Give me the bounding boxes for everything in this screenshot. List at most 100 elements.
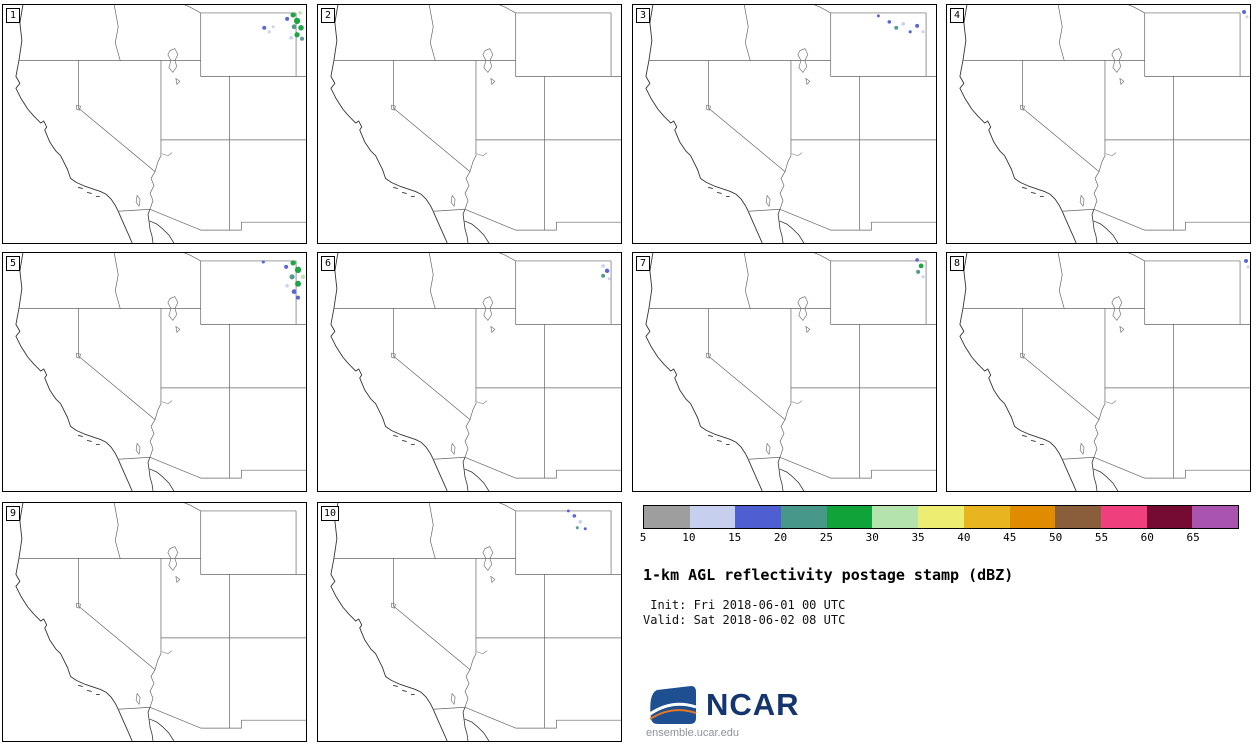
colorbar-tick-label: 5 [639, 531, 647, 544]
reflectivity-echoes [1244, 258, 1250, 269]
colorbar-swatches [643, 505, 1239, 529]
echo-blob [291, 24, 297, 30]
echo-blob [289, 35, 293, 40]
member-number-label: 2 [321, 8, 335, 23]
ensemble-member-panel: 4 [946, 4, 1251, 244]
colorbar-tick-label: 55 [1094, 531, 1109, 544]
branding-block: NCAR ensemble.ucar.edu [646, 684, 800, 739]
echo-blob [1246, 265, 1250, 269]
colorbar-tick-label: 50 [1048, 531, 1063, 544]
colorbar-segment [781, 506, 827, 528]
member-basemap [15, 503, 306, 741]
member-basemap [15, 5, 306, 243]
colorbar-ticks: 5 10 15 20 25 30 35 40 45 50 55 60 65 [639, 531, 1239, 545]
valid-time-line: Valid: Sat 2018-06-02 08 UTC [643, 613, 846, 627]
member-number-label: 3 [636, 8, 650, 23]
reflectivity-echoes [566, 509, 587, 531]
echo-blob [1244, 258, 1249, 263]
colorbar-tick-label: 65 [1186, 531, 1200, 544]
echo-blob [285, 283, 289, 288]
echo-blob [271, 25, 275, 29]
echo-blob [267, 30, 271, 34]
echo-blob [887, 20, 892, 24]
colorbar-segment [1192, 506, 1238, 528]
reflectivity-echoes [261, 260, 306, 300]
member-basemap [330, 503, 621, 741]
colorbar-segment [689, 506, 736, 528]
member-number-label: 4 [950, 8, 964, 23]
echo-blob [604, 268, 610, 274]
colorbar-segment [826, 506, 873, 528]
ensemble-member-panel: 5 [2, 252, 307, 492]
echo-blob [262, 25, 267, 30]
echo-blob [1245, 15, 1249, 19]
echo-blob [294, 266, 302, 274]
echo-blob [296, 295, 301, 300]
echo-blob [290, 260, 296, 266]
echo-blob [901, 22, 906, 26]
ensemble-member-panel: 7 [632, 252, 937, 492]
echo-blob [289, 274, 295, 280]
colorbar-segment [644, 506, 690, 528]
echo-blob [916, 269, 921, 274]
echo-blob [876, 14, 880, 18]
ensemble-member-panel: 10 [317, 502, 622, 742]
plot-title: 1-km AGL reflectivity postage stamp (dBZ… [643, 566, 1014, 584]
echo-blob [572, 514, 577, 518]
ncar-logo-icon [649, 686, 697, 724]
echo-blob [290, 12, 296, 18]
echo-blob [578, 520, 583, 524]
echo-blob [284, 264, 289, 269]
reflectivity-echoes [876, 14, 925, 34]
colorbar-segment [1100, 506, 1147, 528]
echo-blob [915, 258, 919, 262]
ensemble-member-panel: 9 [2, 502, 307, 742]
member-number-label: 6 [321, 256, 335, 271]
colorbar-segment [918, 506, 964, 528]
colorbar-segment [963, 506, 1010, 528]
echo-blob [607, 277, 611, 281]
colorbar-tick-label: 25 [819, 531, 833, 544]
member-basemap [959, 253, 1250, 491]
echo-blob [894, 25, 899, 30]
echo-blob [300, 36, 305, 41]
member-basemap [959, 5, 1250, 243]
echo-blob [293, 17, 301, 25]
echo-blob [291, 289, 297, 295]
echo-blob [915, 23, 920, 28]
reflectivity-echoes [1242, 9, 1249, 19]
ensemble-member-panel: 1 [2, 4, 307, 244]
colorbar-segment [1146, 506, 1193, 528]
colorbar-segment [1055, 506, 1101, 528]
echo-blob [583, 527, 587, 531]
plot-caption: 1-km AGL reflectivity postage stamp (dBZ… [643, 566, 1013, 628]
ensemble-member-panel: 8 [946, 252, 1251, 492]
echo-blob [298, 25, 304, 31]
colorbar-tick-label: 10 [682, 531, 696, 544]
ensemble-member-panel: 3 [632, 4, 937, 244]
member-basemap [645, 5, 936, 243]
echo-blob [261, 260, 265, 264]
echo-blob [918, 263, 924, 269]
member-basemap [330, 5, 621, 243]
member-basemap [645, 253, 936, 491]
colorbar-segment [1009, 506, 1056, 528]
reflectivity-echoes [601, 264, 611, 281]
member-number-label: 5 [6, 256, 20, 271]
colorbar-tick-label: 20 [773, 531, 788, 544]
colorbar-tick-label: 45 [1003, 531, 1017, 544]
echo-blob [1242, 9, 1247, 14]
site-url: ensemble.ucar.edu [646, 727, 739, 739]
ncar-wordmark: NCAR [706, 687, 800, 722]
echo-blob [921, 30, 925, 34]
echo-blob [601, 273, 606, 278]
colorbar-tick-label: 15 [728, 531, 742, 544]
member-number-label: 10 [321, 506, 340, 521]
echo-blob [908, 30, 912, 34]
colorbar: 5 10 15 20 25 30 35 40 45 50 55 60 65 [639, 505, 1239, 545]
colorbar-segment [872, 506, 919, 528]
echo-blob [298, 11, 302, 15]
member-number-label: 1 [6, 8, 20, 23]
echo-blob [566, 509, 570, 513]
